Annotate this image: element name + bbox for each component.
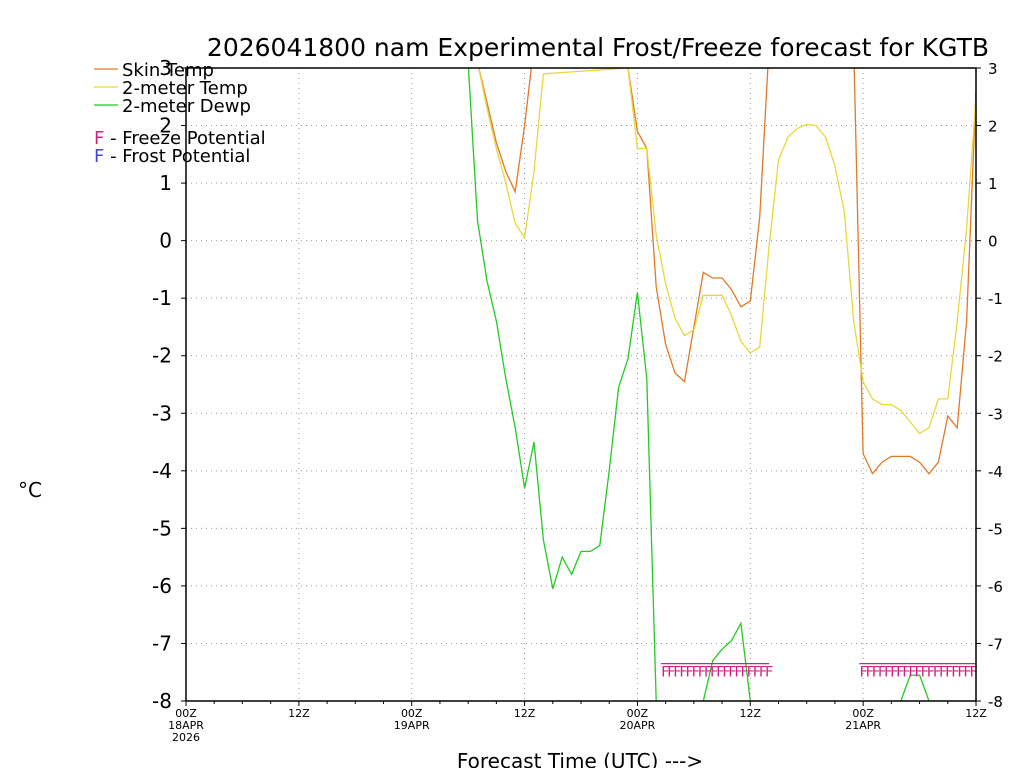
freeze-potential-mark: F bbox=[890, 664, 898, 680]
series-line-2-meter-dewp bbox=[702, 621, 751, 701]
series-line-2-meter-dewp bbox=[975, 699, 976, 701]
y-tick-label: 1 bbox=[159, 171, 172, 195]
legend-skin-temp: Skin Temp bbox=[122, 60, 214, 81]
freeze-potential-mark: F bbox=[679, 664, 687, 680]
y-tick-labels-right: -8 -7 -6 -5 -4 -3 -2 -1 0 1 2 3 bbox=[988, 60, 1003, 711]
x-tick-date: 20APR bbox=[620, 719, 656, 732]
freeze-potential-mark: F bbox=[765, 664, 773, 680]
axis-ticks bbox=[181, 67, 981, 706]
freeze-potential-mark: F bbox=[963, 664, 971, 680]
y-tick-label-right: -4 bbox=[988, 463, 1003, 481]
x-tick-label: 12Z bbox=[288, 707, 310, 720]
x-tick-date: 19APR bbox=[394, 719, 430, 732]
freeze-potential-mark: F bbox=[759, 664, 767, 680]
freeze-potential-mark: F bbox=[945, 664, 953, 680]
freeze-potential-mark: F bbox=[927, 664, 935, 680]
freeze-potential-mark: F bbox=[933, 664, 941, 680]
y-tick-label-right: 0 bbox=[988, 233, 998, 251]
series-line-2-meter-dewp bbox=[467, 68, 657, 701]
legend-2m-temp: 2-meter Temp bbox=[122, 78, 248, 99]
freeze-potential-mark: F bbox=[914, 664, 922, 680]
y-tick-label-right: -8 bbox=[988, 693, 1003, 711]
freeze-potential-mark: F bbox=[957, 664, 965, 680]
legend: Skin Temp 2-meter Temp 2-meter Dewp F - … bbox=[94, 60, 266, 167]
freeze-potential-mark: F bbox=[740, 664, 748, 680]
y-axis-label: °C bbox=[18, 478, 42, 502]
series-lines bbox=[467, 68, 976, 701]
y-tick-label: -7 bbox=[152, 631, 172, 655]
freeze-potential-mark: F bbox=[939, 664, 947, 680]
freeze-potential-mark: F bbox=[859, 664, 867, 680]
y-tick-label: 2 bbox=[159, 114, 172, 138]
x-tick-date: 2026 bbox=[172, 731, 200, 744]
freeze-potential-mark: F bbox=[716, 664, 724, 680]
freeze-potential-mark: F bbox=[951, 664, 959, 680]
x-tick-date: 18APR bbox=[168, 719, 204, 732]
freeze-potential-mark: F bbox=[921, 664, 929, 680]
freeze-potential-mark: F bbox=[661, 664, 669, 680]
series-line-skin-temp bbox=[478, 68, 976, 475]
freeze-potential-mark: F bbox=[667, 664, 675, 680]
freeze-potential-mark: F bbox=[710, 664, 718, 680]
y-tick-label: 0 bbox=[159, 229, 172, 253]
y-tick-label: -6 bbox=[152, 574, 172, 598]
freeze-potential-mark: F bbox=[865, 664, 873, 680]
y-tick-label-right: -3 bbox=[988, 405, 1003, 423]
freeze-potential-mark: F bbox=[692, 664, 700, 680]
x-tick-label: 12Z bbox=[740, 707, 762, 720]
x-tick-label: 00Z bbox=[401, 707, 423, 720]
x-tick-label: 12Z bbox=[965, 707, 987, 720]
x-tick-label: 12Z bbox=[514, 707, 536, 720]
freeze-potential-mark: F bbox=[884, 664, 892, 680]
y-tick-label: -2 bbox=[152, 344, 172, 368]
legend-frost-potential: F - Frost Potential bbox=[94, 146, 250, 167]
y-tick-label-right: -6 bbox=[988, 578, 1003, 596]
plot-frame bbox=[185, 67, 977, 702]
series-line-2-meter-temp bbox=[478, 68, 976, 435]
freeze-potential-mark: F bbox=[728, 664, 736, 680]
freeze-potential-mark: F bbox=[685, 664, 693, 680]
freeze-potential-mark: F bbox=[872, 664, 880, 680]
x-tick-label: 00Z bbox=[627, 707, 649, 720]
x-tick-label: 00Z bbox=[175, 707, 197, 720]
freeze-potential-mark: F bbox=[704, 664, 712, 680]
freeze-potential-mark: F bbox=[753, 664, 761, 680]
y-tick-label-right: -2 bbox=[988, 348, 1003, 366]
y-tick-label-right: 2 bbox=[988, 118, 998, 136]
series-line-2-meter-dewp bbox=[900, 674, 930, 701]
legend-freeze-potential: F - Freeze Potential bbox=[94, 128, 266, 149]
y-tick-label-right: -1 bbox=[988, 290, 1003, 308]
x-tick-date: 21APR bbox=[845, 719, 881, 732]
y-tick-label-right: 1 bbox=[988, 175, 998, 193]
y-tick-label: -3 bbox=[152, 401, 172, 425]
y-tick-label: -8 bbox=[152, 689, 172, 713]
freeze-potential-mark: F bbox=[734, 664, 742, 680]
legend-2m-dewp: 2-meter Dewp bbox=[122, 96, 251, 117]
freeze-potential-mark: F bbox=[896, 664, 904, 680]
y-tick-label-right: -5 bbox=[988, 520, 1003, 538]
freeze-potential-mark: F bbox=[747, 664, 755, 680]
chart-title: 2026041800 nam Experimental Frost/Freeze… bbox=[207, 33, 989, 62]
y-tick-label: -1 bbox=[152, 286, 172, 310]
freeze-potential-mark: F bbox=[908, 664, 916, 680]
grid-lines bbox=[186, 68, 976, 701]
y-tick-label-right: 3 bbox=[988, 60, 998, 78]
y-tick-label-right: -7 bbox=[988, 635, 1003, 653]
freeze-potential-mark: F bbox=[673, 664, 681, 680]
freeze-potential-mark: F bbox=[969, 664, 977, 680]
freeze-potential-mark: F bbox=[878, 664, 886, 680]
y-tick-label: 3 bbox=[159, 56, 172, 80]
freeze-potential-mark: F bbox=[902, 664, 910, 680]
x-tick-label: 00Z bbox=[852, 707, 874, 720]
y-tick-label: -5 bbox=[152, 516, 172, 540]
y-tick-labels-left: -8 -7 -6 -5 -4 -3 -2 -1 0 1 2 3 bbox=[152, 56, 172, 713]
x-axis-label: Forecast Time (UTC) ---> bbox=[457, 749, 703, 768]
freeze-potential-mark: F bbox=[698, 664, 706, 680]
y-tick-label: -4 bbox=[152, 459, 172, 483]
freeze-potential-mark: F bbox=[722, 664, 730, 680]
